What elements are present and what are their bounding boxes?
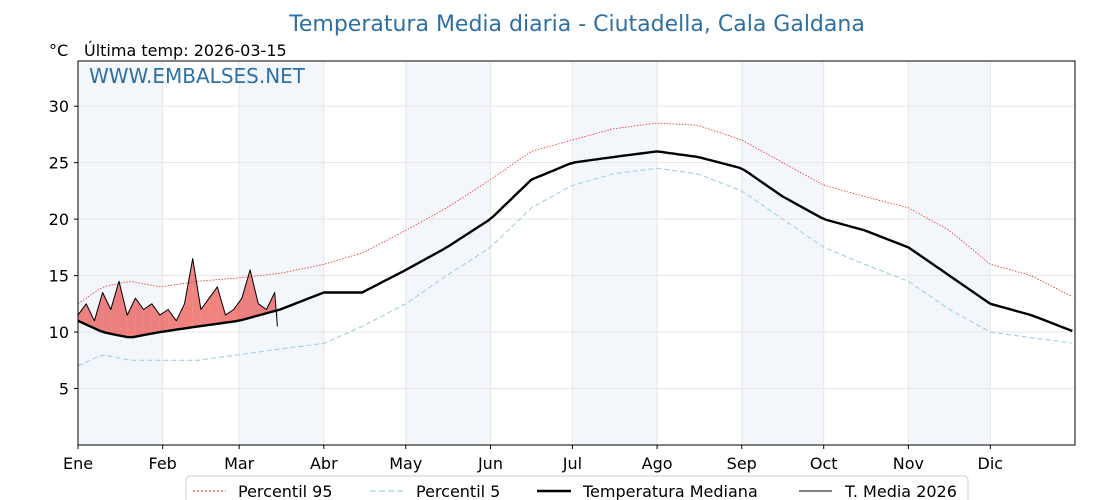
x-axis: Ene Feb Mar Abr May Jun Jul Ago Sep Oct Nov Dic: [63, 445, 1003, 473]
month-band: [405, 61, 491, 445]
y-tick-label: 15: [49, 267, 69, 286]
fill-above-median: [151, 303, 160, 334]
series-line-1: [77, 167, 1073, 367]
last-temp-label: Última temp: 2026-03-15: [84, 41, 287, 60]
fill-above-median: [102, 292, 111, 334]
y-tick-label: 5: [59, 380, 69, 399]
fill-above-median: [127, 298, 136, 338]
month-band: [78, 61, 163, 445]
x-tick-label: Dic: [978, 454, 1004, 473]
fill-above-median: [192, 258, 201, 328]
series-lines: [77, 122, 1073, 367]
fill-above-median: [225, 309, 234, 323]
fill-above-median: [217, 286, 226, 324]
legend-label-p5: Percentil 5: [416, 482, 500, 500]
y-tick-label: 10: [49, 323, 69, 342]
fill-above-median: [233, 298, 242, 322]
chart-title: Temperatura Media diaria - Ciutadella, C…: [288, 12, 865, 37]
series-line-3: [77, 258, 278, 327]
fill-above-median: [176, 303, 185, 330]
x-tick-label: Feb: [149, 454, 177, 473]
series-line-2: [77, 150, 1073, 339]
month-band: [741, 61, 824, 445]
legend-label-p95: Percentil 95: [238, 482, 333, 500]
x-tick-label: Mar: [224, 454, 255, 473]
fill-above-median: [241, 269, 251, 320]
fill-above-median: [135, 298, 144, 337]
x-tick-label: Jul: [562, 454, 582, 473]
anomaly-fills: [78, 258, 278, 338]
month-band: [572, 61, 658, 445]
legend-label-2026: T. Media 2026: [844, 482, 957, 500]
plot-frame: [77, 60, 1076, 446]
x-tick-label: May: [389, 454, 422, 473]
x-tick-label: Sep: [727, 454, 757, 473]
month-band: [239, 61, 324, 445]
y-tick-label: 30: [49, 97, 69, 116]
y-tick-label: 25: [49, 154, 69, 173]
x-tick-label: Oct: [810, 454, 838, 473]
fill-above-median: [159, 309, 169, 333]
fill-above-median: [209, 286, 218, 325]
y-unit-label: °C: [49, 41, 68, 60]
y-tick-label: 20: [49, 210, 69, 229]
x-tick-label: Ene: [63, 454, 93, 473]
y-axis: 5 10 15 20 25 30: [49, 97, 78, 399]
month-band: [908, 61, 991, 445]
fill-above-median: [119, 281, 128, 338]
fill-above-median: [200, 298, 210, 326]
fill-above-median: [86, 303, 95, 329]
x-tick-label: Jun: [477, 454, 503, 473]
fill-above-median: [168, 309, 177, 331]
fill-above-median: [110, 281, 119, 336]
x-tick-label: Nov: [893, 454, 924, 473]
fill-above-median: [184, 258, 193, 329]
x-tick-label: Ago: [642, 454, 673, 473]
legend-box: [185, 475, 969, 500]
watermark: WWW.EMBALSES.NET: [89, 64, 306, 88]
x-tick-label: Abr: [310, 454, 338, 473]
legend-label-median: Temperatura Mediana: [582, 482, 758, 500]
fill-above-median: [143, 303, 152, 336]
fill-above-median: [78, 303, 87, 325]
series-line-0: [77, 122, 1073, 305]
fill-above-median: [94, 292, 103, 333]
legend: Percentil 95 Percentil 5 Temperatura Med…: [185, 475, 969, 500]
month-bands: [78, 61, 991, 445]
fill-above-median: [250, 269, 259, 318]
